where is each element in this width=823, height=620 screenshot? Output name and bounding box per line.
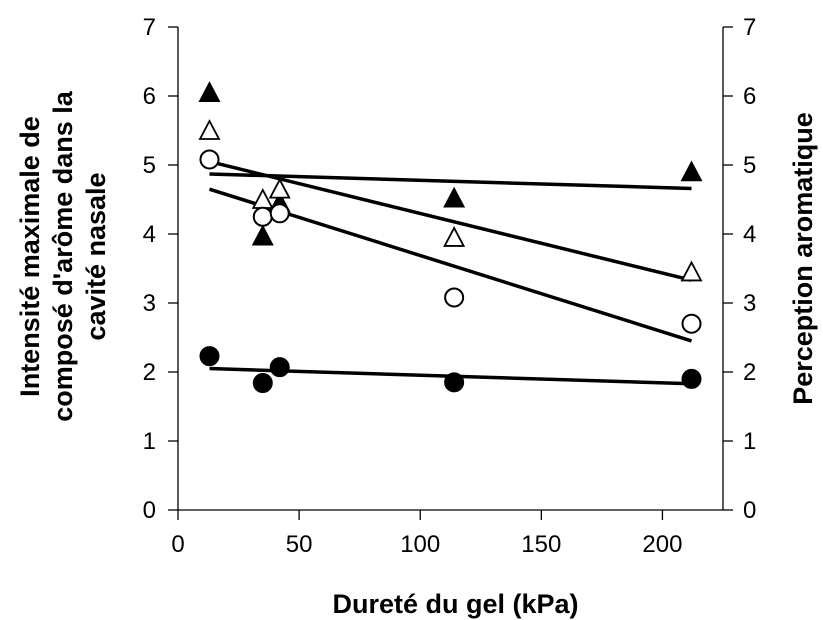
y-axis-left-title-line: Intensité maximale de — [15, 116, 45, 397]
marker-open-circle — [681, 313, 702, 334]
y-left-tick-label: 3 — [143, 290, 156, 317]
y-left-tick-label: 0 — [143, 497, 156, 524]
marker-filled-triangle — [198, 81, 221, 102]
x-axis-title: Dureté du gel (kPa) — [332, 589, 578, 619]
x-tick-label: 0 — [171, 531, 184, 558]
marker-open-triangle — [268, 177, 291, 199]
x-tick-label: 100 — [400, 531, 440, 558]
y-left-tick-label: 5 — [143, 152, 156, 179]
y-right-tick-label: 1 — [743, 428, 756, 455]
data-markers — [198, 81, 703, 394]
marker-open-circle — [252, 206, 273, 227]
x-tick-label: 150 — [521, 531, 561, 558]
y-left-tick-label: 4 — [143, 221, 156, 248]
marker-filled-triangle — [680, 160, 703, 182]
x-tick-label: 200 — [642, 531, 682, 558]
marker-open-circle — [444, 287, 465, 308]
marker-filled-circle — [681, 368, 702, 389]
marker-open-triangle — [198, 119, 221, 140]
marker-open-triangle — [680, 260, 703, 282]
marker-filled-triangle — [443, 186, 466, 208]
y-axis-left-title-line: composé d'arôme dans la — [48, 90, 78, 422]
x-tick-label: 50 — [286, 531, 313, 558]
y-left-tick-label: 7 — [143, 14, 156, 41]
y-right-tick-label: 3 — [743, 290, 756, 317]
trend-line-open-circle — [208, 187, 693, 343]
marker-filled-circle — [269, 357, 290, 378]
y-right-tick-label: 6 — [743, 83, 756, 110]
y-right-tick-label: 2 — [743, 359, 756, 386]
marker-filled-triangle — [251, 224, 274, 246]
y-axis-left-title-line: cavité nasale — [81, 172, 111, 340]
y-right-tick-label: 7 — [743, 14, 756, 41]
y-left-tick-label: 2 — [143, 359, 156, 386]
y-axis-right-title: Perception aromatique — [788, 112, 818, 405]
marker-open-triangle — [251, 188, 274, 209]
marker-open-triangle — [443, 226, 466, 247]
marker-open-circle — [199, 149, 220, 170]
y-left-tick-label: 6 — [143, 83, 156, 110]
marker-filled-circle — [444, 372, 465, 393]
trend-line-filled-triangle — [209, 172, 692, 191]
axes — [177, 27, 724, 511]
y-left-tick-label: 1 — [143, 428, 156, 455]
y-right-tick-label: 0 — [743, 497, 756, 524]
trend-line-open-triangle — [209, 159, 692, 282]
y-right-tick-label: 4 — [743, 221, 756, 248]
marker-open-circle — [269, 203, 290, 224]
ticks: 0 1 2 3 4 5 6 7 0 1 2 3 4 5 6 7 0 50 100 150 200 — [143, 14, 757, 558]
marker-filled-circle — [252, 373, 273, 394]
y-right-tick-label: 5 — [743, 152, 756, 179]
y-axis-left-title: Intensité maximale de composé d'arôme dan… — [15, 90, 111, 422]
marker-filled-circle — [199, 346, 220, 367]
